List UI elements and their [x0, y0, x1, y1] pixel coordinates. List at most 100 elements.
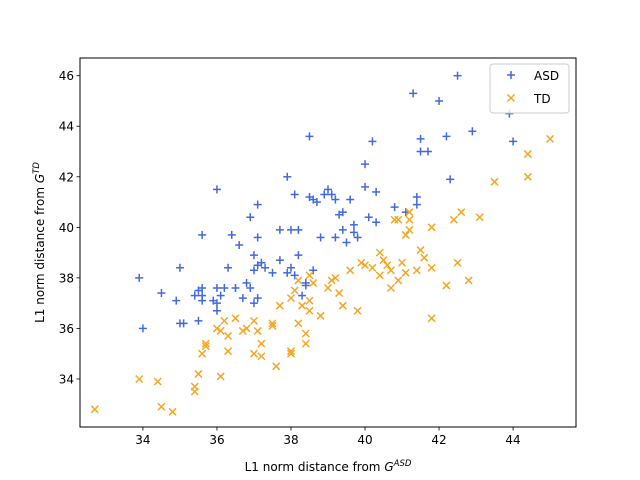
legend-box [489, 63, 570, 114]
point-asd [275, 225, 284, 234]
point-asd [294, 251, 303, 260]
point-td [405, 215, 414, 224]
point-asd [216, 291, 225, 300]
point-td [224, 331, 233, 341]
point-asd [331, 195, 340, 204]
point-td [449, 215, 458, 224]
point-td [394, 276, 403, 285]
x-tick-label: 44 [505, 433, 520, 447]
point-asd [275, 256, 284, 265]
x-axis-label: L1 norm distance from GASD [245, 459, 412, 474]
point-asd [435, 96, 444, 105]
point-asd [416, 147, 425, 156]
legend-marker-asd-glyph [507, 71, 515, 79]
point-asd [212, 299, 221, 308]
point-asd [286, 263, 295, 272]
point-td [475, 213, 484, 222]
point-asd [249, 251, 258, 260]
point-asd [423, 147, 432, 156]
point-asd [249, 266, 258, 275]
point-td [453, 258, 462, 267]
point-asd [412, 193, 421, 202]
x-axis-label-superscript: ASD [393, 459, 412, 469]
x-axis-ticks: 34 36 38 40 42 44 [135, 427, 521, 447]
point-td [416, 246, 425, 255]
point-td [268, 321, 277, 330]
point-asd [261, 263, 270, 272]
point-asd [290, 271, 299, 280]
point-asd [249, 299, 258, 308]
point-td [357, 258, 366, 267]
point-td [338, 301, 347, 310]
point-td [397, 258, 407, 267]
point-asd [242, 278, 251, 287]
x-tick-label: 42 [431, 433, 446, 447]
point-td [405, 225, 414, 234]
point-asd [353, 233, 362, 242]
y-tick-label: 38 [59, 271, 74, 285]
point-asd [390, 203, 399, 212]
point-td [257, 352, 266, 361]
point-td [201, 342, 210, 351]
point-asd [409, 89, 418, 98]
point-td [316, 311, 325, 320]
point-td [305, 271, 314, 280]
point-asd [235, 241, 244, 250]
point-asd [338, 225, 347, 234]
point-td [309, 278, 318, 287]
point-td [153, 377, 162, 386]
point-asd [198, 291, 207, 300]
point-td [301, 339, 310, 348]
point-asd [324, 185, 332, 194]
point-td [168, 407, 177, 416]
point-asd [412, 200, 421, 209]
point-asd [157, 289, 166, 298]
point-td [216, 326, 225, 335]
point-td [375, 248, 384, 257]
point-asd [331, 233, 340, 242]
point-asd [361, 182, 370, 191]
point-td [294, 319, 303, 328]
point-td [375, 271, 384, 280]
point-asd [257, 258, 266, 267]
point-asd [231, 283, 240, 292]
point-td [212, 324, 221, 333]
y-tick-label: 46 [59, 69, 74, 83]
point-td [198, 349, 207, 358]
point-asd [446, 175, 455, 184]
point-td [224, 347, 233, 356]
point-td [286, 294, 296, 303]
point-td [201, 339, 210, 348]
point-td [238, 326, 247, 335]
x-tick-label: 38 [283, 433, 298, 447]
x-axis-label-symbol: G [384, 460, 393, 474]
point-asd [372, 218, 381, 227]
point-asd [416, 134, 425, 143]
point-asd [361, 160, 370, 169]
point-asd [246, 283, 255, 292]
point-asd [253, 200, 262, 209]
point-td [353, 306, 362, 315]
point-td [464, 276, 473, 285]
point-asd [286, 225, 295, 234]
point-asd [198, 230, 207, 239]
point-td [268, 319, 277, 328]
point-asd [175, 263, 184, 272]
point-asd [298, 291, 307, 300]
point-td [216, 372, 225, 381]
point-td [249, 349, 259, 358]
x-tick-label: 36 [209, 433, 224, 447]
point-td [253, 326, 262, 335]
point-td [220, 316, 229, 325]
legend-marker-asd [507, 71, 515, 79]
point-asd [212, 283, 221, 292]
point-asd [224, 263, 233, 272]
point-td [231, 314, 240, 323]
series-asd [135, 71, 518, 333]
point-asd [227, 230, 236, 239]
point-asd [301, 281, 310, 290]
point-td [157, 402, 166, 411]
point-td [194, 369, 203, 378]
y-axis-ticks: 34 36 38 40 42 44 46 [59, 69, 80, 386]
point-td [401, 268, 410, 277]
